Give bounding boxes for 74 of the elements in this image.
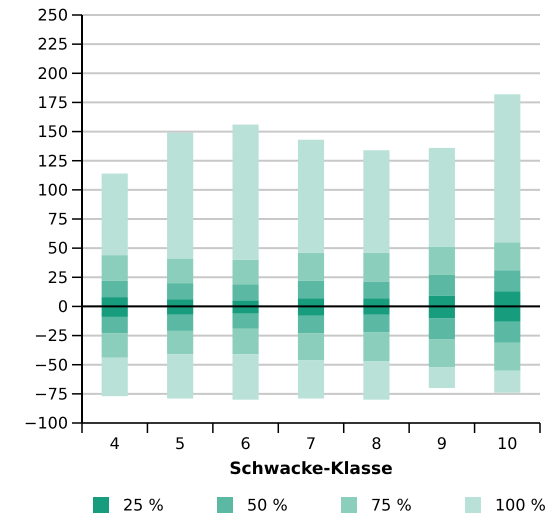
x-tick-label: 5	[175, 434, 186, 453]
bar	[232, 328, 259, 354]
y-tick-label: 125	[37, 151, 68, 170]
bar	[363, 252, 390, 282]
y-tick-label: 75	[48, 210, 68, 229]
bar	[363, 314, 390, 332]
bar	[494, 370, 520, 393]
bar	[428, 274, 455, 296]
bar	[428, 306, 455, 318]
bar	[298, 252, 324, 281]
bar	[167, 314, 194, 331]
bar	[232, 284, 259, 301]
y-tick-label: 0	[58, 297, 68, 316]
x-tick-label: 8	[371, 434, 382, 453]
bar	[428, 367, 455, 388]
y-tick-label: 100	[37, 180, 68, 200]
bar	[232, 354, 259, 400]
y-tick-label: −25	[34, 326, 68, 346]
bar	[494, 242, 520, 270]
bar	[428, 246, 455, 275]
bar	[298, 333, 324, 360]
y-tick-label: 200	[37, 64, 68, 83]
bar	[494, 94, 520, 242]
y-tick-label: 150	[37, 122, 68, 142]
bar	[232, 124, 259, 260]
x-tick-label: 9	[436, 434, 447, 453]
bar	[363, 150, 390, 253]
bar	[494, 306, 520, 322]
bar	[494, 270, 520, 292]
bar	[363, 332, 390, 362]
bar	[363, 282, 390, 298]
bar	[167, 354, 194, 399]
bar	[232, 313, 259, 329]
x-tick-label: 10	[497, 434, 518, 453]
x-axis-title: Schwacke-Klasse	[229, 459, 393, 479]
bar	[298, 140, 324, 253]
bar	[102, 358, 128, 396]
x-tick-label: 4	[110, 434, 120, 453]
x-tick-label: 7	[306, 434, 316, 453]
bar	[167, 132, 194, 259]
bar	[428, 296, 455, 306]
bar	[167, 283, 194, 300]
bar	[102, 174, 128, 256]
y-tick-label: −50	[34, 355, 68, 374]
legend-label: 75 %	[371, 496, 412, 515]
bar	[167, 258, 194, 284]
bar	[494, 322, 520, 343]
bar	[102, 306, 128, 317]
bar	[102, 255, 128, 281]
bar	[167, 330, 194, 354]
x-tick-label: 6	[240, 434, 251, 453]
y-tick-label: 225	[37, 34, 68, 54]
legend-label: 25 %	[123, 496, 164, 515]
bar	[494, 291, 520, 306]
y-tick-label: 50	[48, 238, 68, 258]
y-tick-label: −75	[34, 384, 68, 404]
bar	[428, 318, 455, 340]
bar	[232, 260, 259, 284]
bar	[363, 361, 390, 400]
bar	[494, 342, 520, 371]
bar	[428, 148, 455, 247]
y-tick-label: 25	[48, 268, 68, 287]
bar	[298, 360, 324, 399]
y-tick-label: 250	[37, 6, 68, 25]
legend-label: 100 %	[495, 496, 546, 515]
bar	[102, 333, 128, 358]
y-tick-label: 175	[37, 93, 68, 112]
bar	[298, 316, 324, 334]
y-tick-label: −100	[24, 414, 68, 433]
bar	[102, 280, 128, 298]
bar	[102, 316, 128, 334]
bar	[428, 339, 455, 368]
bar	[298, 280, 324, 298]
legend-label: 50 %	[247, 496, 288, 515]
